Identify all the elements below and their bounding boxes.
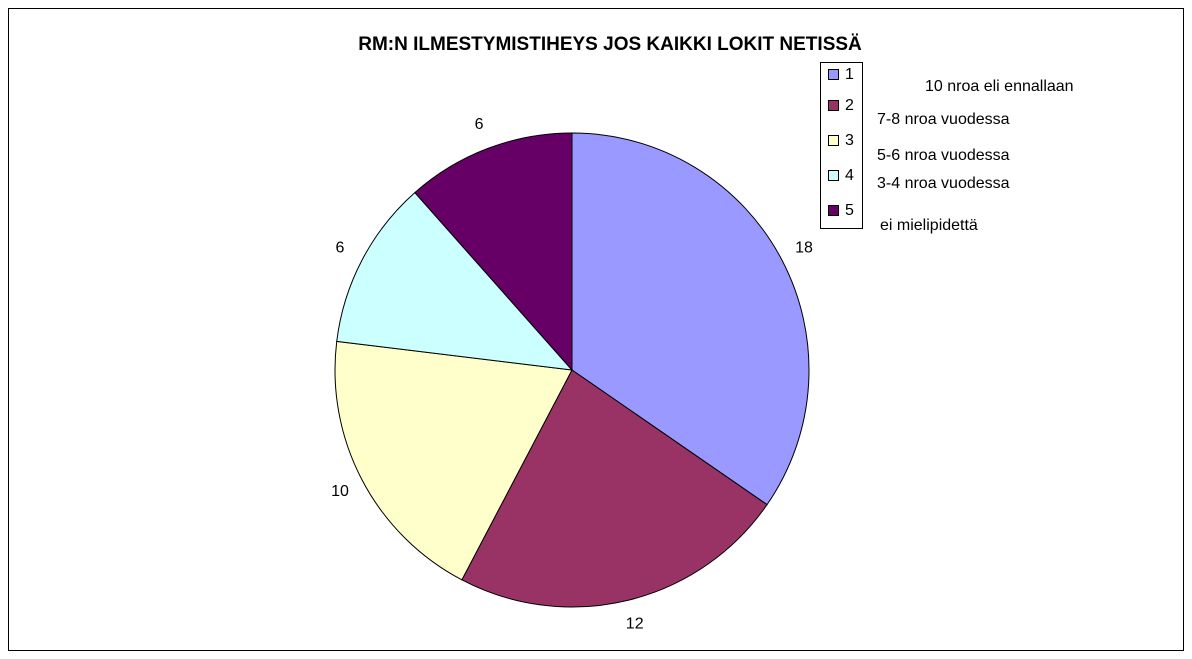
legend-description: 3-4 nroa vuodessa bbox=[877, 175, 1010, 192]
pie-slice bbox=[571, 132, 810, 506]
pie-slice bbox=[334, 340, 573, 581]
legend-label: 1 bbox=[845, 66, 854, 83]
legend-description: 10 nroa eli ennallaan bbox=[925, 78, 1074, 95]
legend-swatch bbox=[828, 100, 839, 111]
legend-swatch bbox=[828, 69, 839, 80]
pie-slice bbox=[336, 191, 574, 371]
legend-box bbox=[820, 62, 863, 229]
data-label: 18 bbox=[795, 239, 813, 256]
legend-label: 3 bbox=[845, 132, 854, 149]
legend-label: 5 bbox=[845, 202, 854, 219]
legend-swatch bbox=[828, 135, 839, 146]
legend-description: 5-6 nroa vuodessa bbox=[877, 147, 1010, 164]
legend-description: 7-8 nroa vuodessa bbox=[877, 111, 1010, 128]
data-label: 10 bbox=[331, 483, 349, 500]
data-label: 6 bbox=[336, 239, 345, 256]
pie-slice bbox=[461, 369, 768, 608]
pie-slice bbox=[414, 132, 573, 372]
legend-swatch bbox=[828, 205, 839, 216]
legend-label: 2 bbox=[845, 97, 854, 114]
chart-title: RM:N ILMESTYMISTIHEYS JOS KAIKKI LOKIT N… bbox=[358, 34, 862, 55]
data-label: 6 bbox=[475, 116, 484, 133]
legend-description: ei mielipidettä bbox=[880, 217, 978, 234]
legend-swatch bbox=[828, 170, 839, 181]
legend-label: 4 bbox=[845, 167, 854, 184]
data-label: 12 bbox=[626, 616, 644, 633]
